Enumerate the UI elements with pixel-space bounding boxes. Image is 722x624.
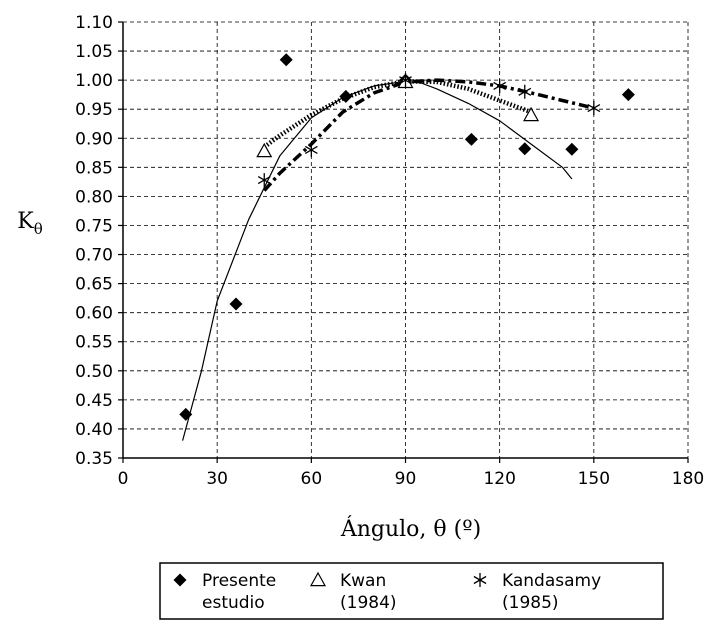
legend-label-3: Kandasamy: [502, 571, 601, 591]
data-point-series-1: [339, 89, 353, 103]
y-axis-title-sub: θ: [34, 220, 43, 238]
fit-line-series-3: [262, 78, 595, 192]
y-tick-label: 0.45: [75, 391, 113, 411]
data-point-series-3: [587, 101, 601, 116]
y-tick-label: 0.50: [75, 362, 113, 382]
data-point-series-1: [621, 88, 635, 102]
y-tick-label: 0.35: [75, 449, 113, 469]
legend-label-2: (1984): [340, 593, 397, 613]
legend-label-2: Kwan: [340, 571, 386, 591]
y-tick-label: 1.05: [75, 42, 113, 62]
data-point-series-3: [493, 78, 507, 93]
y-tick-label: 0.80: [75, 187, 113, 207]
data-point-series-3: [304, 142, 318, 157]
legend-label-1: Presente: [202, 571, 276, 591]
legend-box: [159, 562, 664, 620]
y-tick-label: 0.95: [75, 100, 113, 120]
y-axis-title: Kθ: [17, 209, 42, 238]
legend-marker-3: [473, 573, 487, 587]
x-tick-labels: 0 30 60 90 120 150 180: [118, 469, 705, 489]
markers: [179, 53, 635, 421]
data-point-series-2: [523, 106, 540, 122]
y-tick-label: 0.85: [75, 158, 113, 178]
x-tick-label: 0: [118, 469, 129, 489]
y-tick-label: 0.65: [75, 275, 113, 295]
data-point-series-2: [256, 142, 273, 158]
x-tick-label: 30: [206, 469, 228, 489]
y-tick-label: 1.10: [75, 13, 113, 33]
legend-marker-2: [309, 571, 327, 587]
x-tick-label: 180: [672, 469, 704, 489]
x-tick-label: 120: [483, 469, 515, 489]
data-point-series-1: [565, 142, 579, 156]
y-tick-label: 0.40: [75, 420, 113, 440]
data-point-series-1: [179, 407, 193, 421]
y-tick-label: 0.60: [75, 304, 113, 324]
y-tick-label: 1.00: [75, 71, 113, 91]
data-point-series-3: [399, 73, 412, 88]
legend-label-1: estudio: [202, 593, 265, 613]
y-tick-label: 0.75: [75, 216, 113, 236]
y-tick-label: 0.90: [75, 129, 113, 149]
y-tick-labels: 0.35 0.40 0.45 0.50 0.55 0.60 0.65 0.70 0.75 0.80…: [75, 13, 113, 469]
x-axis-title: Ángulo, θ (º): [340, 515, 481, 542]
fit-line-series-1: [182, 80, 573, 441]
data-point-series-1: [229, 297, 243, 311]
y-axis-title-main: K: [17, 209, 34, 234]
data-point-series-1: [518, 142, 532, 156]
x-tick-label: 150: [578, 469, 610, 489]
data-point-series-3: [257, 173, 271, 188]
axes: [118, 21, 689, 463]
data-point-series-1: [279, 53, 293, 67]
fit-lines: [182, 78, 595, 441]
legend-marker-1: [173, 573, 187, 587]
legend-label-3: (1985): [502, 593, 559, 613]
data-point-series-1: [464, 132, 478, 146]
x-tick-label: 60: [301, 469, 323, 489]
y-tick-label: 0.55: [75, 333, 113, 353]
x-tick-label: 90: [395, 469, 417, 489]
data-point-series-3: [518, 84, 532, 99]
fit-line-series-2: [262, 79, 532, 149]
y-tick-label: 0.70: [75, 246, 113, 266]
